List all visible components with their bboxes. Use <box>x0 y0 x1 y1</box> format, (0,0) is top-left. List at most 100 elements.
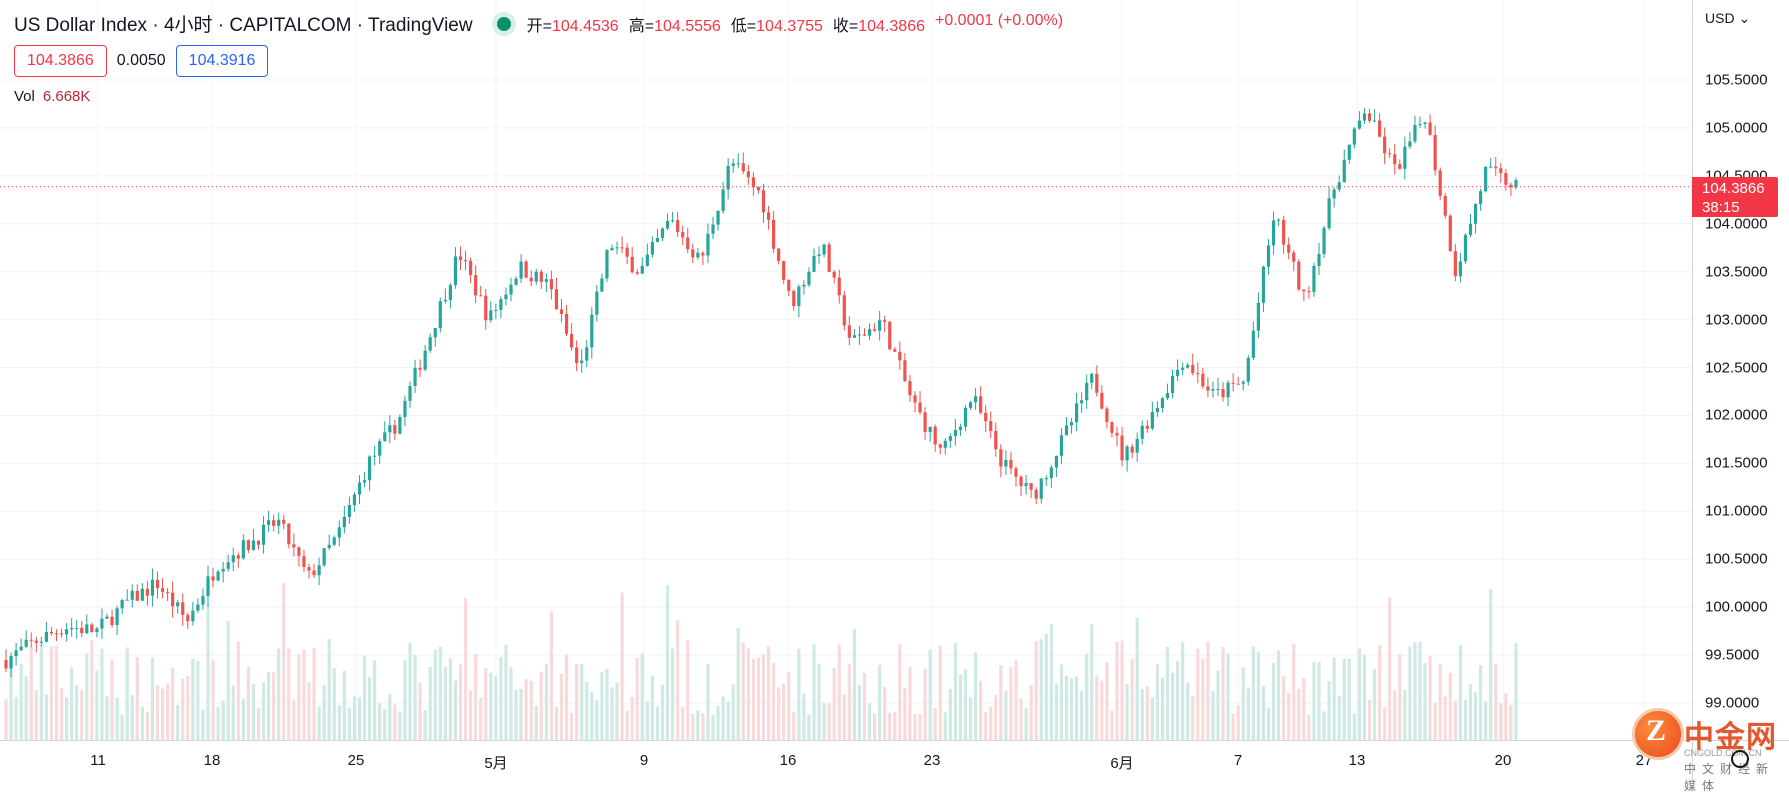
grid <box>0 0 1692 740</box>
time-tick-label: 25 <box>347 752 365 769</box>
price-tick-label: 103.0000 <box>1705 311 1768 329</box>
candle-body <box>1024 483 1028 487</box>
time-axis[interactable]: 11 18 25 5月 9 16 23 6月 7 13 20 27 <box>0 740 1692 781</box>
candle-body <box>1034 489 1038 499</box>
candle-body <box>1443 195 1447 216</box>
volume-bar <box>625 711 629 740</box>
volume-bar <box>878 664 882 740</box>
volume-bar <box>519 688 523 740</box>
volume-bar <box>135 657 139 740</box>
candlestick-chart[interactable] <box>0 0 1692 740</box>
volume-bar <box>812 644 816 740</box>
candle-body <box>463 260 468 262</box>
candle-body <box>272 520 276 526</box>
candle-body <box>85 624 89 634</box>
volume-bar <box>933 708 937 740</box>
candle-body <box>1216 389 1220 391</box>
candle-body <box>1256 302 1260 331</box>
candle-body <box>140 588 144 601</box>
candle-body <box>645 254 649 266</box>
volume-bar <box>494 676 498 740</box>
volume-bar <box>766 646 771 740</box>
candle-body <box>282 519 286 524</box>
volume-bar <box>1004 690 1008 740</box>
volume-bar <box>706 663 710 740</box>
candle-body <box>1473 204 1478 224</box>
candle-body <box>772 219 776 249</box>
volume-bar <box>1014 660 1018 740</box>
candle-body <box>150 579 155 596</box>
volume-bar <box>1408 646 1412 740</box>
volume-bar <box>802 693 806 740</box>
volume-bar <box>85 653 89 740</box>
volume-bar <box>469 690 473 740</box>
volume-bar <box>595 700 599 740</box>
volume-bar <box>186 675 190 740</box>
volume-bar <box>1479 665 1483 740</box>
volume-bar <box>272 672 276 740</box>
candle-body <box>1155 408 1159 412</box>
candle-body <box>216 571 220 581</box>
candle-body <box>1357 120 1361 129</box>
volume-bar <box>1064 675 1069 740</box>
candle-body <box>403 400 407 418</box>
candle-body <box>873 329 877 331</box>
candles <box>4 108 1518 678</box>
buy-price-button[interactable]: 104.3916 <box>175 45 269 77</box>
candle-body <box>362 480 367 483</box>
time-tick-label: 11 <box>90 752 106 769</box>
volume-bar <box>1241 667 1245 740</box>
volume-bar <box>171 667 175 740</box>
volume-bar <box>655 706 660 740</box>
volume-bar <box>1266 707 1271 740</box>
volume-bar <box>953 643 957 740</box>
volume-bar <box>297 654 301 740</box>
volume-bar <box>1221 647 1225 740</box>
symbol-title[interactable]: US Dollar Index · 4小时 · CAPITALCOM · Tra… <box>14 15 473 36</box>
volume-bars <box>4 583 1518 740</box>
gear-icon[interactable] <box>1731 750 1749 768</box>
volume-bar <box>4 699 8 740</box>
volume-bar <box>711 714 715 740</box>
candle-body <box>231 555 235 563</box>
candle-body <box>716 210 720 225</box>
volume-bar <box>191 658 195 740</box>
volume-bar <box>1494 664 1498 740</box>
candle-body <box>1186 364 1190 368</box>
volume-bar <box>362 655 367 740</box>
candle-body <box>70 627 74 630</box>
volume-bar <box>963 669 968 740</box>
volume-bar <box>1418 641 1422 740</box>
ohlc-label: 低= <box>730 17 757 35</box>
volume-bar <box>70 667 74 740</box>
volume-value: 6.668K <box>42 88 91 105</box>
candle-body <box>1448 215 1452 252</box>
candle-body <box>1499 168 1503 174</box>
volume-bar <box>1332 657 1336 740</box>
candle-body <box>423 350 427 370</box>
candle-body <box>1372 120 1377 122</box>
candle-body <box>736 163 740 165</box>
chart-plot-area[interactable] <box>0 0 1692 740</box>
volume-bar <box>514 689 518 740</box>
volume-bar <box>650 675 654 740</box>
volume-bar <box>610 687 614 740</box>
candle-body <box>822 244 826 255</box>
price-axis[interactable]: USD ⌄ 105.5000 105.0000 104.5000 104.0000 10… <box>1692 0 1789 740</box>
candle-body <box>1191 364 1195 374</box>
candle-body <box>1388 153 1392 155</box>
volume-bar <box>216 706 220 740</box>
volume-bar <box>1277 650 1281 740</box>
volume-bar <box>1110 710 1114 740</box>
candle-body <box>691 249 695 258</box>
currency-selector[interactable]: USD ⌄ <box>1705 10 1750 27</box>
candle-body <box>948 436 952 441</box>
volume-bar <box>640 653 644 740</box>
time-tick-label: 7 <box>1233 752 1243 769</box>
candle-body <box>519 261 523 279</box>
sell-price-button[interactable]: 104.3866 <box>14 45 107 77</box>
volume-bar <box>635 657 639 740</box>
volume-bar <box>428 667 432 740</box>
volume-bar <box>994 695 998 740</box>
volume-bar <box>620 592 624 740</box>
